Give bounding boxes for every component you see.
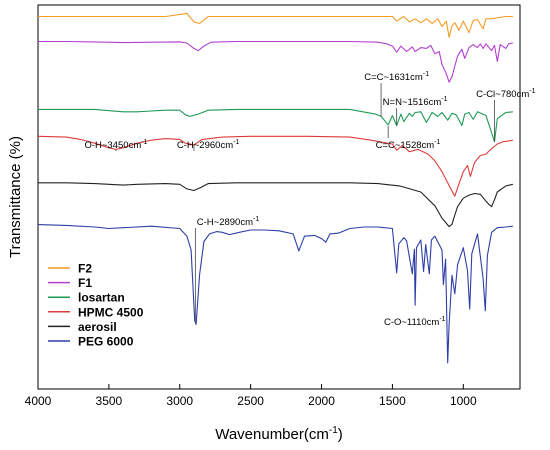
series-line-hpmc-4500: [37, 135, 513, 197]
annotation-6: C-H~2890cm-1: [194, 216, 260, 323]
x-ticks: 4000 3500 3000 2500 2000 1500 1000: [25, 384, 477, 408]
series-line-peg-6000: [37, 224, 513, 364]
annotation-label: O-H~3450cm-1: [84, 139, 147, 151]
x-tick-label-3000: 3000: [166, 394, 193, 408]
annotation-2: C=C~1631cm-1: [364, 71, 429, 117]
legend-label-aerosil: aerosil: [78, 320, 117, 334]
annotation-label: C=C~1528cm-1: [376, 139, 441, 151]
annotation-1: C-H~2960cm-1: [177, 139, 240, 151]
legend-label-losartan: losartan: [78, 291, 125, 305]
series-line-aerosil: [38, 182, 514, 228]
plot-frame: [37, 4, 521, 390]
annotation-label: C=C~1631cm-1: [364, 71, 429, 83]
x-tick-label-3500: 3500: [96, 394, 123, 408]
annotation-5: C-Cl~780cm-1: [476, 88, 536, 142]
annotation-4: C=C~1528cm-1: [376, 125, 441, 151]
annotations: O-H~3450cm-1 C-H~2960cm-1 C=C~1631cm-1 N=N~…: [84, 71, 535, 328]
annotation-7: C-O~1110cm-1: [384, 316, 448, 328]
annotation-0: O-H~3450cm-1: [84, 139, 148, 151]
x-tick-label-2000: 2000: [308, 394, 335, 408]
legend-label-f2: F2: [78, 262, 92, 276]
annotation-3: N=N~1516cm-1: [383, 96, 448, 126]
legend-label-peg-6000: PEG 6000: [78, 335, 134, 349]
series-layer: [37, 12, 514, 364]
x-axis-title: Wavenumber(cm-1): [215, 425, 343, 443]
series-line-f1: [38, 40, 514, 83]
x-tick-label-1500: 1500: [379, 394, 406, 408]
annotation-label: C-O~1110cm-1: [384, 316, 446, 328]
x-tick-label-2500: 2500: [237, 394, 264, 408]
x-tick-label-1000: 1000: [450, 394, 477, 408]
annotation-label: N=N~1516cm-1: [383, 96, 448, 108]
annotation-label: C-H~2960cm-1: [177, 139, 240, 151]
series-line-losartan: [38, 108, 513, 143]
legend-label-f1: F1: [78, 276, 92, 290]
annotation-label: C-Cl~780cm-1: [476, 88, 535, 100]
x-tick-label-4000: 4000: [25, 394, 52, 408]
y-axis-title: Transmittance (%): [7, 136, 24, 258]
annotation-label: C-H~2890cm-1: [197, 216, 260, 228]
series-line-f2: [38, 12, 513, 38]
legend-label-hpmc-4500: HPMC 4500: [78, 305, 144, 319]
